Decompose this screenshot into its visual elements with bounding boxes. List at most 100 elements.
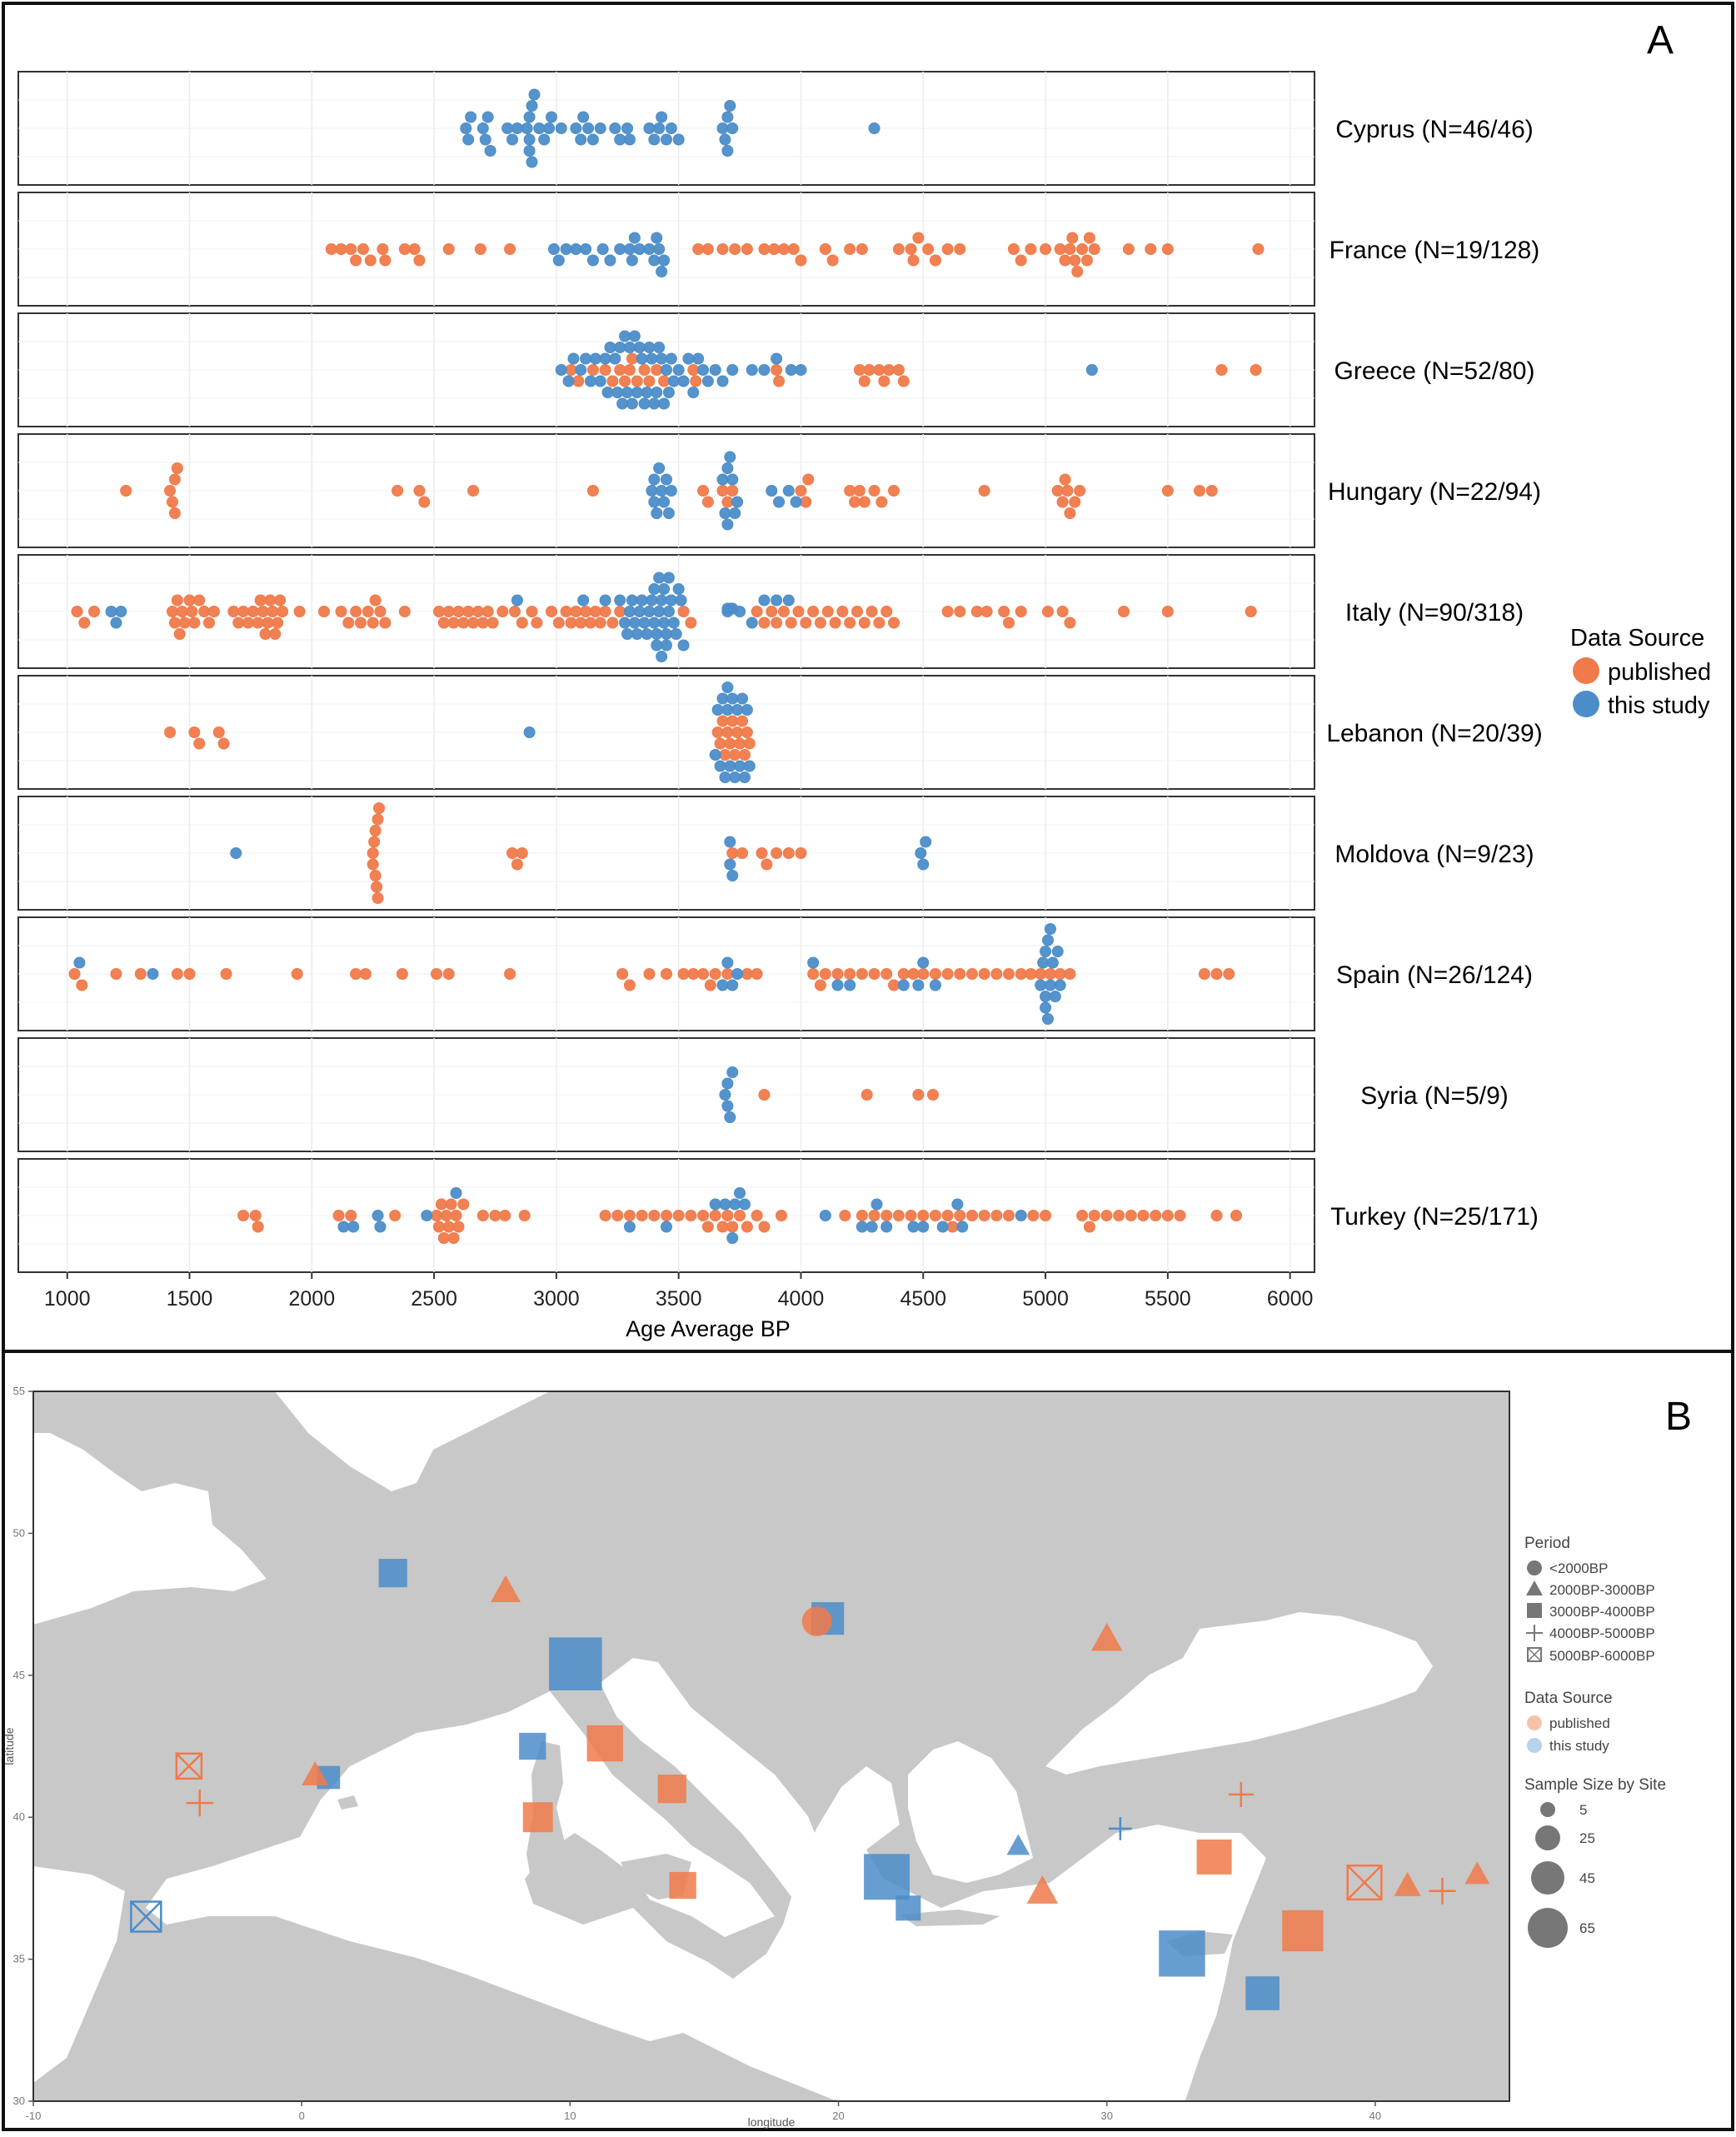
data-point bbox=[168, 617, 181, 629]
data-point bbox=[582, 122, 595, 134]
data-point bbox=[220, 968, 232, 980]
data-point bbox=[362, 606, 374, 617]
data-point bbox=[528, 88, 541, 101]
data-point bbox=[643, 375, 656, 387]
legend-size-1: 25 bbox=[1579, 1830, 1595, 1846]
data-point bbox=[738, 1198, 751, 1211]
data-point bbox=[716, 1221, 729, 1233]
data-point bbox=[697, 364, 710, 376]
data-point bbox=[917, 858, 930, 871]
data-point bbox=[687, 968, 700, 980]
data-point bbox=[614, 594, 626, 607]
data-point bbox=[721, 726, 734, 738]
x-tick-label: 1000 bbox=[44, 1287, 91, 1311]
data-point bbox=[870, 1198, 883, 1211]
data-point bbox=[724, 100, 736, 112]
data-point bbox=[489, 1210, 501, 1221]
data-point bbox=[227, 606, 240, 617]
data-point bbox=[849, 496, 861, 508]
data-point bbox=[501, 122, 514, 134]
data-point bbox=[437, 1232, 450, 1244]
map-site-marker bbox=[549, 1637, 602, 1690]
data-point bbox=[254, 594, 267, 607]
data-point bbox=[721, 1210, 734, 1221]
data-point bbox=[716, 473, 729, 486]
data-point bbox=[499, 1210, 511, 1221]
data-point bbox=[1056, 606, 1069, 617]
data-point bbox=[442, 1221, 455, 1233]
data-point bbox=[731, 968, 744, 980]
data-point bbox=[656, 352, 668, 365]
data-point bbox=[164, 726, 177, 738]
data-point bbox=[110, 617, 122, 629]
data-point bbox=[716, 243, 729, 255]
legend-period-square-icon bbox=[1527, 1603, 1542, 1618]
data-point bbox=[623, 1221, 636, 1233]
data-point bbox=[651, 364, 663, 376]
data-point bbox=[661, 364, 672, 376]
data-point bbox=[941, 243, 954, 255]
map-site-marker bbox=[1196, 1839, 1232, 1875]
data-point bbox=[709, 364, 721, 376]
map-legend: Period <2000BP 2000BP-3000BP 3000BP-4000… bbox=[1524, 1535, 1666, 1948]
data-point bbox=[450, 1210, 462, 1221]
panel-a-x-axis: 1000 1500 2000 2500 3000 3500 4000 4500 5000 5500… bbox=[44, 1272, 1313, 1311]
strip-row: Italy (N=90/318) bbox=[17, 554, 1524, 669]
data-point bbox=[364, 254, 377, 267]
legend-source-published-icon bbox=[1527, 1715, 1542, 1730]
data-point bbox=[915, 847, 927, 859]
data-point bbox=[1088, 243, 1100, 255]
legend-period-boxcross-line-b bbox=[1527, 1647, 1542, 1662]
x-tick-label: 2500 bbox=[411, 1287, 457, 1311]
strip-row: Spain (N=26/124) bbox=[17, 916, 1533, 1031]
data-point bbox=[277, 606, 289, 617]
data-point bbox=[656, 651, 668, 662]
data-point bbox=[856, 243, 868, 255]
legend-size-65-icon bbox=[1528, 1908, 1568, 1948]
data-point bbox=[467, 485, 480, 497]
map-x-tick-label: 10 bbox=[564, 2110, 576, 2122]
data-point bbox=[481, 606, 494, 617]
data-point bbox=[719, 1089, 731, 1101]
data-point bbox=[317, 606, 330, 617]
data-point bbox=[164, 485, 177, 497]
strip-row: Cyprus (N=46/46) bbox=[17, 71, 1534, 186]
legend-swatch-this-study bbox=[1573, 691, 1599, 717]
data-point bbox=[851, 606, 863, 617]
data-point bbox=[619, 617, 631, 629]
data-point bbox=[335, 243, 347, 255]
data-point bbox=[342, 617, 355, 629]
data-point bbox=[586, 485, 599, 497]
legend-period-3: 4000BP-5000BP bbox=[1549, 1625, 1655, 1641]
data-point bbox=[741, 726, 753, 738]
data-point bbox=[555, 364, 567, 376]
data-point bbox=[721, 704, 734, 716]
data-point bbox=[601, 387, 614, 398]
data-point bbox=[636, 352, 648, 365]
data-point bbox=[173, 628, 186, 640]
data-point bbox=[731, 496, 744, 508]
data-point bbox=[954, 1210, 966, 1221]
data-point bbox=[1205, 485, 1218, 497]
strip-row: Syria (N=5/9) bbox=[17, 1037, 1509, 1152]
map-site-marker bbox=[1282, 1910, 1324, 1952]
data-point bbox=[836, 606, 849, 617]
data-point bbox=[941, 1210, 954, 1221]
data-point bbox=[1210, 968, 1223, 980]
data-point bbox=[1064, 617, 1076, 629]
data-point bbox=[606, 617, 619, 629]
data-point bbox=[572, 375, 585, 387]
data-point bbox=[729, 1198, 741, 1211]
data-point bbox=[636, 594, 648, 607]
data-point bbox=[1076, 243, 1089, 255]
data-point bbox=[719, 1198, 731, 1211]
data-point bbox=[672, 364, 685, 376]
data-point bbox=[643, 342, 656, 353]
data-point bbox=[1137, 1210, 1150, 1221]
data-point bbox=[920, 836, 932, 848]
data-point bbox=[868, 1210, 880, 1221]
data-point bbox=[658, 254, 671, 267]
data-point bbox=[332, 1210, 345, 1221]
data-point bbox=[658, 397, 671, 410]
